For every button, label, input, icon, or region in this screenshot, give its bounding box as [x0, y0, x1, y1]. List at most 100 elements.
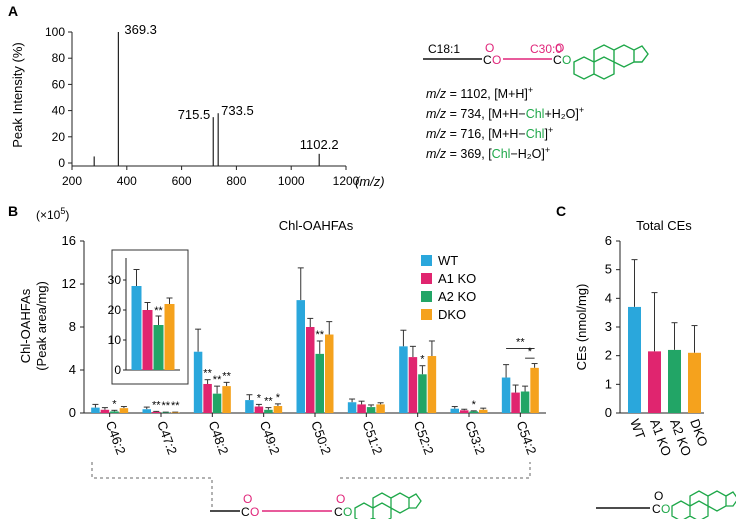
- significance-marker: **: [213, 374, 222, 386]
- bottom-carbon-2: C: [334, 505, 343, 519]
- ce-y-tick-label: 0: [605, 405, 612, 420]
- bottom-oxygen-1: O: [243, 492, 252, 506]
- oahfa-bar-wt: [193, 351, 203, 413]
- oahfa-bar-wt: [245, 400, 254, 413]
- oahfa-bar-wt: [450, 408, 459, 413]
- ester-carbon-1: C: [483, 53, 492, 67]
- oahfa-y-tick-label: 16: [62, 233, 76, 248]
- spectrum-peak-label: 369.3: [124, 22, 157, 37]
- inset-bar: [142, 310, 153, 370]
- oahfa-bar-dko: [376, 404, 385, 413]
- ce-bar: [668, 349, 681, 413]
- oahfa-y-label-line1: Chl-OAHFAs: [18, 288, 33, 363]
- oahfa-bar-wt: [347, 402, 357, 413]
- spectrum-x-tick-label: 400: [117, 174, 137, 188]
- oahfa-bar-a1-ko: [254, 406, 264, 413]
- ester-oxygen-3: O: [555, 41, 564, 55]
- spectrum-y-tick-label: 100: [45, 25, 65, 39]
- ce-bar: [688, 352, 701, 413]
- annotation-tail: −H₂O]: [510, 147, 544, 161]
- oahfa-bar-dko: [325, 334, 334, 413]
- oahfa-bar-a2-ko: [212, 393, 222, 413]
- spectrum-x-tick-label: 200: [62, 174, 82, 188]
- category-bracket: [91, 462, 531, 508]
- oahfa-bar-a2-ko: [366, 407, 376, 413]
- significance-marker: **: [264, 396, 273, 408]
- annotation-eq: = 369, [: [446, 147, 492, 161]
- oahfa-bar-a2-ko: [161, 412, 170, 413]
- oahfa-y-tick-label: 0: [69, 405, 76, 420]
- panel-b-label: B: [8, 203, 18, 219]
- oahfa-bar-a1-ko: [460, 410, 469, 413]
- comparison-marker: **: [516, 337, 525, 349]
- annotation-mz: m/z: [426, 107, 447, 121]
- inset-y-tick-label: 10: [108, 333, 122, 347]
- chl-oahfa-structure: O C O O C O: [210, 492, 422, 519]
- significance-marker: *: [112, 398, 117, 410]
- annotation-charge: +: [548, 125, 553, 135]
- significance-marker: *: [257, 392, 262, 404]
- spectrum-peak-label: 1102.2: [300, 137, 339, 152]
- legend: WT A1 KO A2 KO DKO: [421, 253, 476, 322]
- inset-bar: [131, 286, 142, 370]
- spectrum-y-tick-label: 20: [52, 130, 66, 144]
- ce-y-tick-label: 2: [605, 348, 612, 363]
- oahfa-bar-dko: [530, 367, 539, 413]
- oahfa-bar-dko: [427, 356, 437, 413]
- legend-swatch: [421, 255, 432, 266]
- ce-oxygen-2: O: [661, 502, 670, 516]
- significance-marker: **: [152, 399, 161, 411]
- oahfa-bar-a1-ko: [100, 409, 110, 413]
- fragment-annotations: m/z = 1102, [M+H]+m/z = 734, [M+H−Chl+H₂…: [426, 85, 584, 161]
- legend-swatch: [421, 309, 432, 320]
- bottom-oxygen-4: O: [343, 505, 352, 519]
- oahfa-bar-wt: [399, 346, 408, 413]
- panel-a-label: A: [8, 3, 18, 19]
- oahfa-title: Chl-OAHFAs: [279, 218, 354, 233]
- oahfa-bar-a1-ko: [306, 327, 315, 413]
- spectrum-y-tick-label: 60: [52, 77, 66, 91]
- oahfa-bar-dko: [479, 409, 488, 413]
- ester-oxygen-4: O: [562, 53, 571, 67]
- cholesterol-ring-icon: [573, 44, 649, 80]
- ester-carbon-2: C: [553, 53, 562, 67]
- oahfa-y-label-line2: (Peak area/mg): [34, 281, 49, 371]
- significance-marker: **: [222, 370, 231, 382]
- spectrum-x-tick-label: 800: [226, 174, 246, 188]
- significance-marker: **: [171, 400, 180, 412]
- oahfa-category-label: C46:2: [103, 419, 129, 457]
- significance-marker: **: [315, 329, 324, 341]
- annotation-eq: = 716, [M+H−: [446, 127, 526, 141]
- bottom-cholesterol-ring-icon: [354, 492, 422, 519]
- legend-label: DKO: [438, 307, 466, 322]
- annotation-charge: +: [579, 105, 584, 115]
- total-ce-y-label: CEs (nmol/mg): [574, 284, 589, 371]
- oahfa-category-label: C53:2: [462, 419, 488, 457]
- oahfa-y-tick-label: 4: [69, 362, 76, 377]
- annotation-mz: m/z: [426, 87, 447, 101]
- spectrum-y-label: Peak Intensity (%): [10, 42, 25, 148]
- oahfa-bar-dko: [119, 408, 129, 413]
- mass-spectrum: 0 20 40 60 80 100 200 400 600 800 1000 1200 369.3 715…: [45, 22, 360, 188]
- inset-significance-marker: **: [154, 305, 163, 317]
- annotation-chl: Chl: [492, 147, 511, 161]
- legend-label: WT: [438, 253, 458, 268]
- fragment-annotation: m/z = 734, [M+H−Chl+H₂O]+: [426, 105, 584, 121]
- oahfa-bar-wt: [501, 377, 511, 413]
- oahfa-bar-wt: [91, 407, 100, 413]
- inset-y-tick-label: 0: [114, 363, 121, 377]
- oahfa-bar-a1-ko: [408, 357, 418, 413]
- comparison-marker: *: [528, 346, 533, 358]
- oahfa-category-label: C54:2: [514, 419, 540, 457]
- annotation-eq: = 734, [M+H−: [446, 107, 526, 121]
- ce-bar: [648, 351, 661, 413]
- annotation-tail: +H₂O]: [544, 107, 578, 121]
- oahfa-bar-a1-ko: [357, 404, 366, 413]
- spectrum-x-tick-label: 1000: [278, 174, 305, 188]
- oahfa-bar-dko: [171, 412, 180, 413]
- c30-label: C30:0: [530, 42, 562, 56]
- oahfa-y-tick-label: 8: [69, 319, 76, 334]
- annotation-charge: +: [545, 145, 550, 155]
- oahfa-bar-a2-ko: [110, 411, 119, 413]
